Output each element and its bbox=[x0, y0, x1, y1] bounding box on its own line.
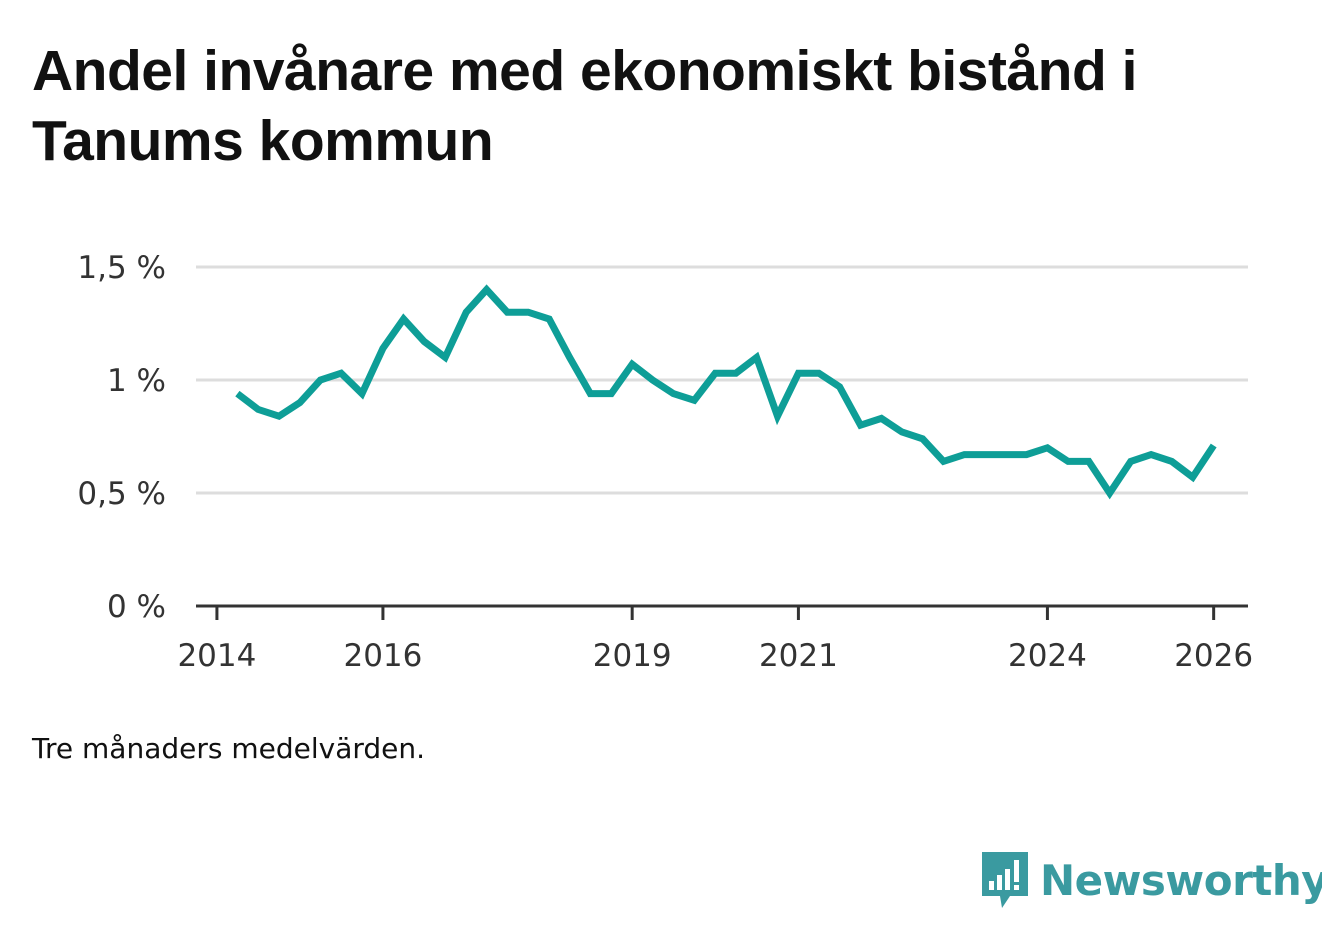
series-line bbox=[235, 284, 1217, 500]
x-tick-label: 2024 bbox=[1008, 638, 1087, 674]
y-tick-label: 0 % bbox=[107, 589, 166, 625]
x-tick-label: 2014 bbox=[177, 638, 256, 674]
chart-title: Andel invånare med ekonomiskt bistånd i … bbox=[32, 39, 1137, 173]
y-tick-label: 0,5 % bbox=[77, 476, 166, 512]
brand-logo: Newsworthy bbox=[980, 848, 1322, 912]
chart-note: Tre månaders medelvärden. bbox=[32, 732, 426, 765]
x-tick-label: 2019 bbox=[593, 638, 672, 674]
line-chart: 0 % 0,5 % 1 % 1,5 % 2014 2016 2019 2021 2024 202… bbox=[77, 250, 1253, 674]
x-axis-labels: 2014 2016 2019 2021 2024 2026 bbox=[177, 638, 1253, 674]
y-axis-labels: 0 % 0,5 % 1 % 1,5 % bbox=[77, 250, 166, 625]
y-tick-label: 1 % bbox=[107, 363, 166, 399]
x-tick-label: 2016 bbox=[343, 638, 422, 674]
newsworthy-logo-icon bbox=[982, 852, 1028, 908]
brand-name: Newsworthy bbox=[1040, 855, 1322, 905]
x-axis-ticks bbox=[215, 606, 1216, 620]
x-tick-label: 2021 bbox=[759, 638, 838, 674]
x-tick-label: 2026 bbox=[1174, 638, 1253, 674]
y-tick-label: 1,5 % bbox=[77, 250, 166, 286]
